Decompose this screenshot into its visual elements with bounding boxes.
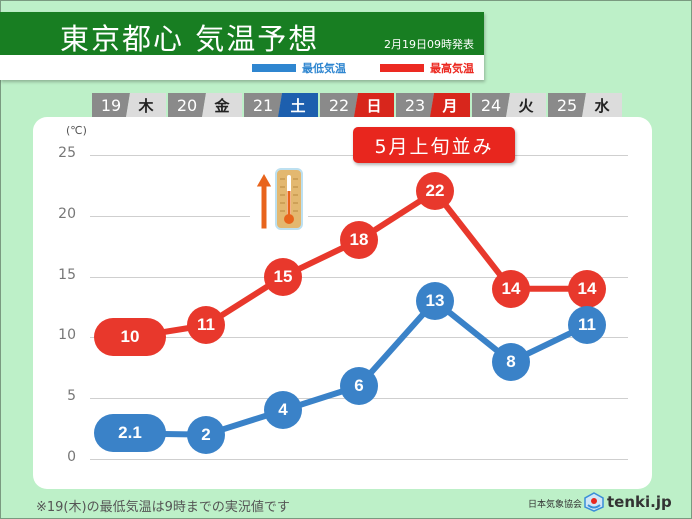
page-title: 東京都心 気温予想 <box>60 22 320 56</box>
day-19: 19 木 <box>92 93 168 117</box>
y-tick-label: 0 <box>67 449 76 465</box>
annotation-badge: 5月上旬並み <box>353 127 515 163</box>
day-number: 19 <box>92 93 130 117</box>
high-temp-marker: 15 <box>264 257 302 296</box>
issued-time: 2月19日09時発表 <box>384 38 474 51</box>
day-weekday: 火 <box>506 93 546 117</box>
day-21: 21 土 <box>244 93 320 117</box>
gridline <box>90 459 628 460</box>
legend: 最低気温 最高気温 <box>252 60 474 76</box>
day-24: 24 火 <box>472 93 548 117</box>
low-temp-marker: 6 <box>340 367 378 406</box>
gridline <box>90 215 628 217</box>
footnote: ※19(木)の最低気温は9時までの実況値です <box>36 500 290 515</box>
low-temp-marker: 2.1 <box>94 414 166 453</box>
header-title-bar: 東京都心 気温予想 2月19日09時発表 <box>0 12 484 56</box>
day-22: 22 日 <box>320 93 396 117</box>
tenki-logo-text: tenki.jp <box>607 493 672 511</box>
legend-low-label: 最低気温 <box>302 62 346 75</box>
day-weekday: 金 <box>202 93 242 117</box>
day-number: 21 <box>244 93 282 117</box>
day-weekday: 土 <box>278 93 318 117</box>
y-tick-label: 25 <box>58 145 76 161</box>
gridline <box>90 276 628 278</box>
legend-low-swatch <box>252 64 296 72</box>
y-tick-label: 15 <box>58 266 76 283</box>
high-temp-marker: 11 <box>187 306 225 345</box>
y-axis-unit: (℃) <box>66 124 87 137</box>
thermometer-rising-icon <box>250 165 308 233</box>
tenki-logo[interactable]: tenki.jp <box>584 492 672 512</box>
day-number: 24 <box>472 93 510 117</box>
day-23: 23 月 <box>396 93 472 117</box>
high-temp-marker: 14 <box>568 269 606 308</box>
low-temp-marker: 13 <box>416 281 454 320</box>
day-weekday: 月 <box>430 93 470 117</box>
low-temp-marker: 8 <box>492 342 530 381</box>
day-weekday: 木 <box>126 93 166 117</box>
y-tick-label: 5 <box>67 388 76 405</box>
credit: 日本気象協会 <box>528 500 583 510</box>
day-20: 20 金 <box>168 93 244 117</box>
day-weekday: 水 <box>582 93 622 117</box>
low-temp-marker: 4 <box>264 391 302 430</box>
high-temp-marker: 18 <box>340 221 378 260</box>
low-temp-marker: 2 <box>187 415 225 454</box>
day-number: 22 <box>320 93 358 117</box>
legend-high-label: 最高気温 <box>430 62 474 75</box>
day-25: 25 水 <box>548 93 624 117</box>
tenki-logo-icon <box>584 492 604 512</box>
day-number: 20 <box>168 93 206 117</box>
day-number: 25 <box>548 93 586 117</box>
high-temp-marker: 14 <box>492 269 530 308</box>
high-temp-marker: 10 <box>94 318 166 357</box>
day-weekday: 日 <box>354 93 394 117</box>
day-strip: 19 木 20 金 21 土 22 日 23 月 24 火 25 水 <box>92 93 624 117</box>
legend-high-swatch <box>380 64 424 72</box>
gridline <box>90 337 628 339</box>
header: 東京都心 気温予想 2月19日09時発表 最低気温 最高気温 <box>0 12 484 80</box>
high-temp-marker: 22 <box>416 172 454 211</box>
y-tick-label: 20 <box>58 205 76 222</box>
legend-bar: 最低気温 最高気温 <box>0 55 484 80</box>
y-tick-label: 10 <box>58 327 76 344</box>
low-temp-marker: 11 <box>568 306 606 345</box>
day-number: 23 <box>396 93 434 117</box>
